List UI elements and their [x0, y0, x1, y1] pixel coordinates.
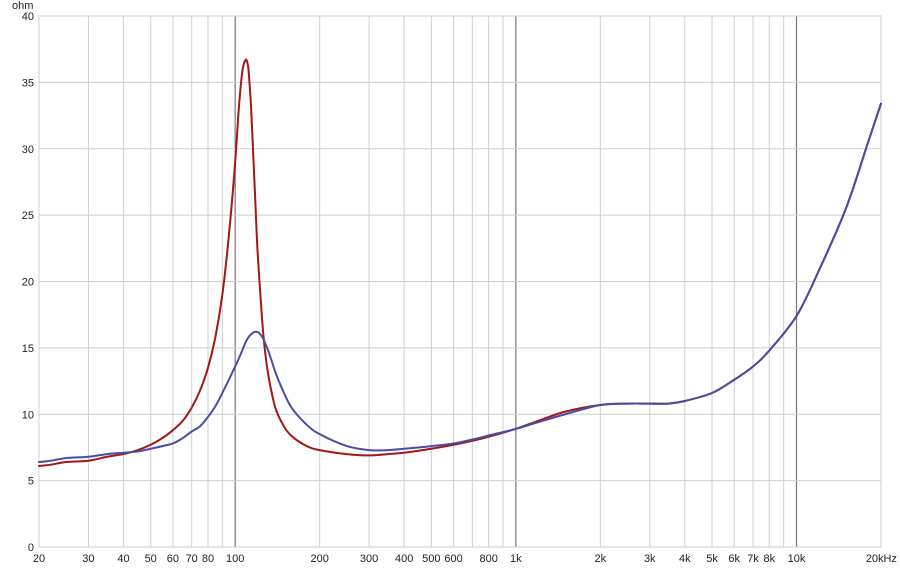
y-tick-label: 30 — [22, 144, 34, 156]
x-tick-label: 20kHz — [866, 553, 897, 565]
y-tick-label: 10 — [22, 409, 34, 421]
y-tick-label: 5 — [28, 476, 34, 488]
y-tick-label: 25 — [22, 210, 34, 222]
x-tick-label: 20 — [33, 553, 45, 565]
x-tick-labels: 20 30 40 50 60 70 80 100 200 300 400 500 600 800 1k 2k 3… — [33, 553, 897, 565]
y-tick-labels: 0 5 10 15 20 25 30 35 40 — [22, 11, 34, 554]
x-tick-label: 40 — [117, 553, 129, 565]
x-tick-label: 7k — [747, 553, 759, 565]
y-tick-label: 0 — [28, 542, 34, 554]
x-tick-label: 3k — [644, 553, 656, 565]
x-tick-label: 8k — [763, 553, 775, 565]
x-tick-label: 2k — [595, 553, 607, 565]
y-tick-label: 40 — [22, 11, 34, 23]
x-tick-label: 60 — [167, 553, 179, 565]
x-tick-label: 5k — [706, 553, 718, 565]
series-line-2 — [38, 102, 882, 464]
x-tick-label: 4k — [679, 553, 691, 565]
y-tick-label: 20 — [22, 277, 34, 289]
x-tick-label: 800 — [479, 553, 497, 565]
y-tick-label: 15 — [22, 343, 34, 355]
x-tick-label: 400 — [395, 553, 413, 565]
x-tick-label: 200 — [310, 553, 328, 565]
major-grid — [39, 15, 881, 548]
series-layer — [38, 58, 882, 468]
x-tick-label: 50 — [145, 553, 157, 565]
x-tick-label: 100 — [226, 553, 244, 565]
y-axis-unit-label: ohm — [12, 0, 33, 12]
x-tick-label: 10k — [788, 553, 806, 565]
x-tick-label: 80 — [202, 553, 214, 565]
x-tick-label: 500 — [422, 553, 440, 565]
x-tick-label: 300 — [360, 553, 378, 565]
x-tick-label: 6k — [728, 553, 740, 565]
y-tick-label: 35 — [22, 77, 34, 89]
x-tick-label: 30 — [82, 553, 94, 565]
x-tick-label: 70 — [186, 553, 198, 565]
x-tick-label: 1k — [510, 553, 522, 565]
x-tick-label: 600 — [444, 553, 462, 565]
